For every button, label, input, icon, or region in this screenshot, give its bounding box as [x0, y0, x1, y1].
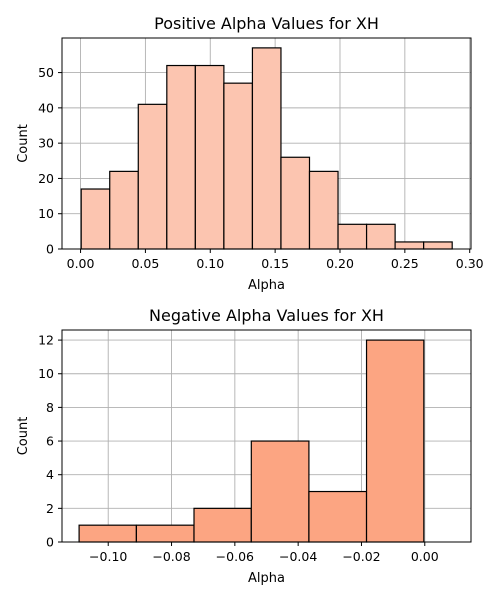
y-tick-label: 10: [38, 366, 54, 381]
histogram-bar: [365, 339, 425, 543]
y-tick-label: 4: [46, 467, 54, 482]
x-axis-label: Alpha: [248, 278, 285, 293]
x-tick-label: −0.04: [279, 549, 317, 564]
y-tick-label: 30: [38, 136, 54, 151]
y-tick-label: 40: [38, 100, 54, 115]
y-tick-label: 6: [46, 434, 54, 449]
x-tick-label: −0.10: [89, 549, 127, 564]
plot-frame: [61, 329, 472, 543]
x-axis-label: Alpha: [248, 571, 285, 586]
y-tick-label: 0: [46, 535, 54, 550]
histogram-bar: [135, 524, 195, 543]
histogram-bar: [137, 103, 168, 250]
y-tick-label: 50: [38, 65, 54, 80]
histogram-bar: [308, 490, 368, 543]
x-tick-label: 0.25: [391, 256, 419, 271]
x-tick-label: 0.10: [196, 256, 224, 271]
y-tick-label: 20: [38, 171, 54, 186]
histogram-bar: [251, 47, 282, 250]
y-axis-label: Count: [16, 417, 31, 456]
y-tick-label: 10: [38, 206, 54, 221]
histogram-bar: [250, 440, 310, 543]
histogram-bar: [194, 64, 225, 250]
histogram-bar: [337, 223, 368, 250]
x-tick-label: 0.00: [411, 549, 439, 564]
x-tick-label: −0.02: [342, 549, 380, 564]
histogram-bar: [78, 524, 137, 543]
histogram-bar: [280, 156, 311, 250]
histogram-bar: [394, 241, 425, 250]
histogram-bar: [193, 507, 252, 543]
y-axis-label: Count: [16, 124, 31, 163]
positive-alpha-histogram: Positive Alpha Values for XH 0.00 0.05 0.1…: [16, 14, 484, 293]
y-tick-label: 8: [46, 400, 54, 415]
chart-title: Negative Alpha Values for XH: [149, 306, 384, 325]
histogram-bar: [166, 64, 196, 250]
chart-title: Positive Alpha Values for XH: [154, 14, 379, 33]
negative-alpha-histogram: Negative Alpha Values for XH −0.10 −0.08 −…: [16, 306, 472, 586]
histogram-bar: [223, 82, 254, 250]
y-tick-label: 2: [46, 501, 54, 516]
x-tick-label: 0.00: [67, 256, 95, 271]
x-tick-label: 0.20: [326, 256, 354, 271]
x-tick-label: 0.15: [261, 256, 289, 271]
x-tick-label: −0.08: [152, 549, 190, 564]
x-tick-label: 0.05: [131, 256, 159, 271]
histogram-bar: [80, 188, 111, 250]
x-tick-label: −0.06: [216, 549, 254, 564]
x-tick-label: 0.30: [456, 256, 484, 271]
histogram-bar: [365, 223, 396, 250]
y-tick-label: 0: [46, 242, 54, 257]
histogram-bar: [109, 170, 139, 250]
histogram-bar: [423, 241, 453, 250]
y-tick-label: 12: [38, 333, 54, 348]
histogram-bar: [308, 170, 339, 250]
